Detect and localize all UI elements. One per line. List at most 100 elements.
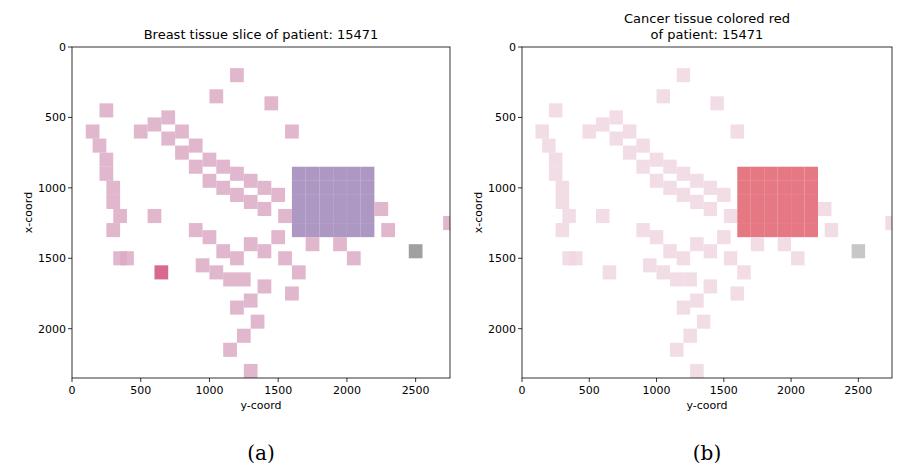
tissue-patch — [258, 202, 272, 216]
tissue-patch — [319, 223, 333, 237]
x-tick — [522, 378, 523, 382]
tissue-patch — [583, 124, 596, 138]
tissue-patch — [333, 223, 347, 237]
tissue-patch — [244, 364, 258, 378]
tissue-patch — [216, 160, 230, 174]
title: Breast tissue slice of patient: 15471 — [144, 27, 379, 42]
tissue-patch — [663, 244, 676, 258]
tissue-patch — [778, 195, 791, 209]
tissue-patch — [374, 202, 388, 216]
tissue-patch — [264, 96, 278, 110]
tissue-patch — [333, 237, 347, 251]
tissue-patch — [154, 265, 168, 279]
y-axis-title: x-coord — [22, 192, 35, 233]
tissue-patch — [751, 181, 764, 195]
tissue-patch — [737, 265, 750, 279]
title: Cancer tissue colored red — [624, 11, 790, 26]
tissue-patch — [161, 132, 175, 146]
tissue-patch — [791, 181, 804, 195]
tissue-patch — [778, 223, 791, 237]
x-tick — [140, 378, 141, 382]
x-tick-label: 1500 — [264, 384, 292, 397]
tissue-patch — [134, 124, 148, 138]
tissue-patch — [230, 251, 244, 265]
tissue-patch — [292, 195, 306, 209]
x-tick-label: 1500 — [710, 384, 738, 397]
tissue-patch — [751, 209, 764, 223]
tissue-patch — [120, 251, 134, 265]
tissue-patch — [737, 167, 750, 181]
tissue-patch — [237, 329, 251, 343]
patches — [535, 68, 892, 378]
tissue-patch — [690, 174, 703, 188]
tissue-patch — [764, 181, 777, 195]
tissue-patch — [852, 244, 865, 258]
tissue-patch — [306, 195, 320, 209]
x-tick — [723, 378, 724, 382]
tissue-patch — [203, 174, 217, 188]
tissue-patch — [596, 209, 609, 223]
tissue-patch — [306, 167, 320, 181]
tissue-patch — [347, 251, 361, 265]
tissue-patch — [677, 188, 690, 202]
tissue-patch — [333, 167, 347, 181]
tissue-patch — [244, 293, 258, 307]
tissue-patch — [650, 153, 663, 167]
tissue-patch — [347, 181, 361, 195]
y-tick-label: 0 — [509, 41, 516, 54]
tissue-patch — [306, 237, 320, 251]
y-tick-label: 0 — [59, 41, 66, 54]
tissue-patch — [603, 265, 616, 279]
tissue-patch — [244, 174, 258, 188]
tissue-patch — [292, 265, 306, 279]
tissue-patch — [636, 160, 649, 174]
tissue-patch — [778, 167, 791, 181]
tissue-patch — [203, 230, 217, 244]
tissue-patch — [657, 265, 670, 279]
y-tick-label: 500 — [495, 111, 516, 124]
x-tick-label: 0 — [519, 384, 526, 397]
tissue-patch — [818, 202, 831, 216]
y-tick-label: 1000 — [38, 182, 66, 195]
x-tick-label: 2000 — [777, 384, 805, 397]
tissue-patch — [677, 251, 690, 265]
tissue-patch — [778, 181, 791, 195]
tissue-patch — [258, 244, 272, 258]
tissue-patch — [764, 223, 777, 237]
panel: 050010001500200025000500100015002000y-co… — [22, 27, 457, 465]
tissue-patch — [189, 160, 203, 174]
tissue-patch — [724, 251, 737, 265]
tissue-patch — [791, 251, 804, 265]
x-tick — [346, 378, 347, 382]
tissue-patch — [805, 167, 818, 181]
tissue-patch — [347, 195, 361, 209]
tissue-patch — [690, 237, 703, 251]
x-tick-label: 2500 — [844, 384, 872, 397]
tissue-patch — [764, 167, 777, 181]
tissue-patch — [623, 124, 636, 138]
tissue-patch — [285, 286, 299, 300]
tissue-patch — [670, 343, 683, 357]
tissue-patch — [347, 223, 361, 237]
tissue-patch — [556, 181, 569, 195]
tissue-patch — [764, 195, 777, 209]
caption: (a) — [247, 441, 275, 465]
y-tick — [68, 117, 72, 118]
tissue-patch — [751, 167, 764, 181]
tissue-patch — [333, 209, 347, 223]
tissue-patch — [636, 223, 649, 237]
y-axis-title: x-coord — [472, 192, 485, 233]
tissue-patch — [319, 167, 333, 181]
tissue-patch — [244, 237, 258, 251]
x-tick-label: 2000 — [333, 384, 361, 397]
tissue-patch — [677, 68, 690, 82]
tissue-patch — [278, 209, 292, 223]
frame — [72, 47, 450, 378]
frame — [522, 47, 892, 378]
tissue-patch — [791, 209, 804, 223]
tissue-patch — [319, 195, 333, 209]
y-tick-label: 500 — [45, 111, 66, 124]
tissue-patch — [230, 68, 244, 82]
x-tick-label: 0 — [69, 384, 76, 397]
tissue-patch — [609, 110, 622, 124]
